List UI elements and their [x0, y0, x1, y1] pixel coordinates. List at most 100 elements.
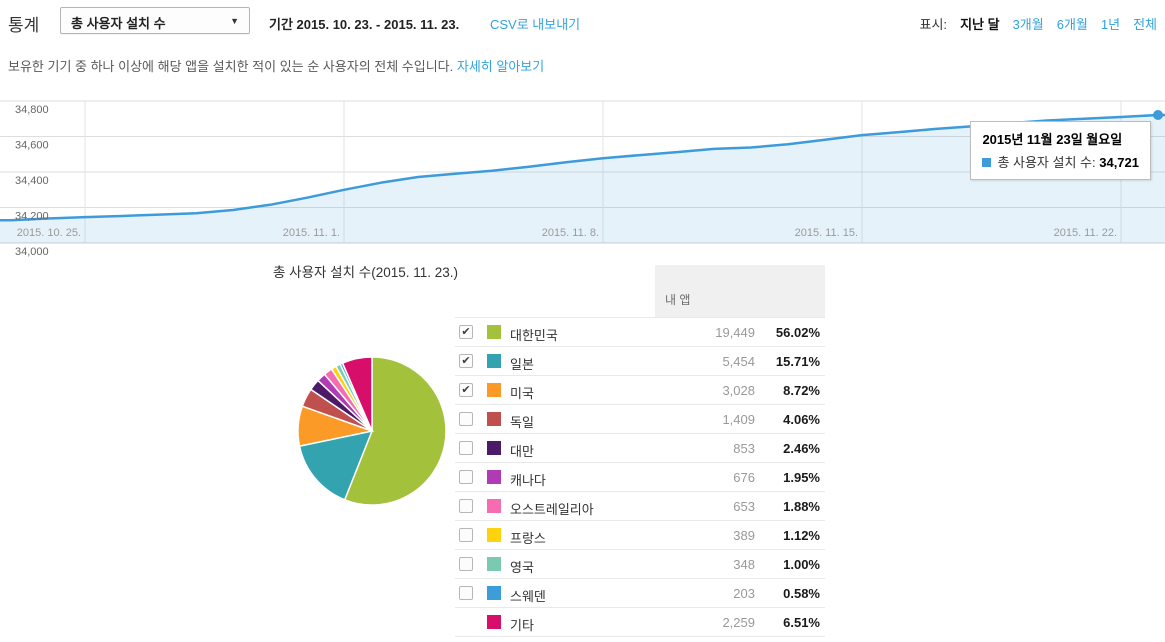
country-color-swatch [487, 354, 501, 368]
metric-dropdown[interactable]: 총 사용자 설치 수 ▼ [60, 7, 250, 34]
country-checkbox[interactable] [459, 499, 473, 513]
range-option-1[interactable]: 지난 달 [960, 17, 1000, 32]
line-chart-surface[interactable]: 34,800 34,600 34,400 34,200 34,000 2015. 10. … [0, 95, 1165, 260]
breakdown-section-title: 총 사용자 설치 수(2015. 11. 23.) [273, 265, 458, 280]
y-axis-label: 34,200 [15, 210, 49, 222]
country-checkbox[interactable] [459, 528, 473, 542]
country-label: 대만 [510, 444, 534, 459]
chart-tooltip: 2015년 11월 23일 월요일 총 사용자 설치 수: 34,721 [970, 121, 1151, 180]
installs-line-chart: 34,800 34,600 34,400 34,200 34,000 2015. 10. … [0, 95, 1165, 260]
tooltip-value: 34,721 [1099, 155, 1139, 170]
country-installs: 203 [733, 586, 755, 601]
country-installs: 653 [733, 499, 755, 514]
range-selector: 표시: 지난 달 3개월 6개월 1년 전체 [920, 14, 1157, 33]
country-label: 프랑스 [510, 531, 546, 546]
country-installs: 676 [733, 470, 755, 485]
country-checkbox[interactable] [459, 586, 473, 600]
range-option-4[interactable]: 1년 [1100, 17, 1121, 32]
country-color-swatch [487, 615, 501, 629]
tooltip-date: 2015년 11월 23일 월요일 [982, 132, 1123, 147]
country-color-swatch [487, 441, 501, 455]
x-axis-label: 2015. 10. 25. [17, 227, 81, 239]
country-percent: 0.58% [783, 586, 820, 601]
range-label: 표시: [919, 17, 948, 32]
highlighted-point-dot [1153, 110, 1163, 121]
country-row: 캐나다 676 1.95% [455, 463, 825, 492]
country-label: 캐나다 [510, 473, 546, 488]
country-installs: 389 [733, 528, 755, 543]
country-color-swatch [487, 528, 501, 542]
country-label: 기타 [510, 618, 534, 633]
country-checkbox[interactable] [459, 470, 473, 484]
learn-more-link[interactable]: 자세히 알아보기 [456, 59, 545, 74]
range-option-3[interactable]: 6개월 [1056, 17, 1088, 32]
country-color-swatch [487, 470, 501, 484]
country-label: 독일 [510, 415, 534, 430]
metric-description-text: 보유한 기기 중 하나 이상에 해당 앱을 설치한 적이 있는 순 사용자의 전… [8, 59, 454, 74]
country-row: 기타 2,259 6.51% [455, 608, 825, 637]
country-color-swatch [487, 586, 501, 600]
country-percent: 1.88% [783, 499, 820, 514]
x-axis-label: 2015. 11. 15. [795, 227, 858, 239]
country-installs: 2,259 [722, 615, 755, 630]
y-axis-label: 34,800 [15, 104, 49, 116]
pie-slice-2[interactable] [298, 429, 374, 501]
y-axis-label: 34,600 [15, 139, 49, 151]
country-color-swatch [487, 557, 501, 571]
country-checkbox[interactable] [459, 412, 473, 426]
country-percent: 56.02% [775, 325, 820, 340]
country-installs: 5,454 [722, 354, 755, 369]
metric-description: 보유한 기기 중 하나 이상에 해당 앱을 설치한 적이 있는 순 사용자의 전… [8, 56, 544, 75]
country-label: 스웨덴 [510, 589, 546, 604]
country-row: 프랑스 389 1.12% [455, 521, 825, 550]
pie-chart-surface[interactable] [292, 351, 452, 511]
period-label: 기간 [269, 17, 293, 32]
country-checkbox[interactable]: ✔ [459, 383, 473, 397]
country-installs: 1,409 [722, 412, 755, 427]
series-marker-icon [982, 158, 992, 167]
country-installs: 853 [733, 441, 755, 456]
y-axis-label: 34,400 [15, 175, 49, 187]
country-label: 영국 [510, 560, 534, 575]
range-option-5[interactable]: 전체 [1133, 17, 1157, 32]
country-percent: 1.00% [783, 557, 820, 572]
x-axis-label: 2015. 11. 8. [542, 227, 599, 239]
country-color-swatch [487, 325, 501, 339]
x-axis-label: 2015. 11. 22. [1054, 227, 1117, 239]
country-checkbox[interactable] [459, 441, 473, 455]
tooltip-series-label: 총 사용자 설치 수: [997, 155, 1096, 170]
pie-slice-11[interactable] [341, 356, 373, 432]
country-checkbox[interactable]: ✔ [459, 354, 473, 368]
country-percent: 1.12% [783, 528, 820, 543]
country-percent: 2.46% [783, 441, 820, 456]
country-percent: 8.72% [783, 383, 820, 398]
export-csv-link[interactable]: CSV로 내보내기 [490, 17, 581, 32]
page-title: 통계 [8, 16, 40, 35]
range-option-2[interactable]: 3개월 [1012, 17, 1044, 32]
country-color-swatch [487, 412, 501, 426]
country-table: ✔ 대한민국 19,449 56.02% ✔ 일본 5,454 15.71% ✔ 미국 3,028 8… [455, 317, 825, 637]
country-installs: 348 [733, 557, 755, 572]
country-row: 스웨덴 203 0.58% [455, 579, 825, 608]
y-axis-label: 34,000 [15, 246, 49, 258]
pie-slice-1[interactable] [343, 356, 447, 506]
country-color-swatch [487, 499, 501, 513]
country-color-swatch [487, 383, 501, 397]
tooltip-row: 총 사용자 설치 수: 34,721 [982, 152, 1139, 171]
country-checkbox[interactable] [459, 557, 473, 571]
period-value: 2015. 10. 23. - 2015. 11. 23. [296, 17, 460, 32]
column-header-my-app: 내 앱 [655, 265, 825, 317]
country-row: ✔ 미국 3,028 8.72% [455, 376, 825, 405]
country-percent: 6.51% [783, 615, 820, 630]
country-percent: 4.06% [783, 412, 820, 427]
country-percent: 15.71% [775, 354, 820, 369]
country-row: 오스트레일리아 653 1.88% [455, 492, 825, 521]
country-installs: 3,028 [722, 383, 755, 398]
x-axis-label: 2015. 11. 1. [283, 227, 340, 239]
country-checkbox[interactable]: ✔ [459, 325, 473, 339]
country-row: 영국 348 1.00% [455, 550, 825, 579]
country-row: 대만 853 2.46% [455, 434, 825, 463]
country-row: ✔ 일본 5,454 15.71% [455, 347, 825, 376]
country-label: 오스트레일리아 [510, 502, 594, 517]
country-percent: 1.95% [783, 470, 820, 485]
